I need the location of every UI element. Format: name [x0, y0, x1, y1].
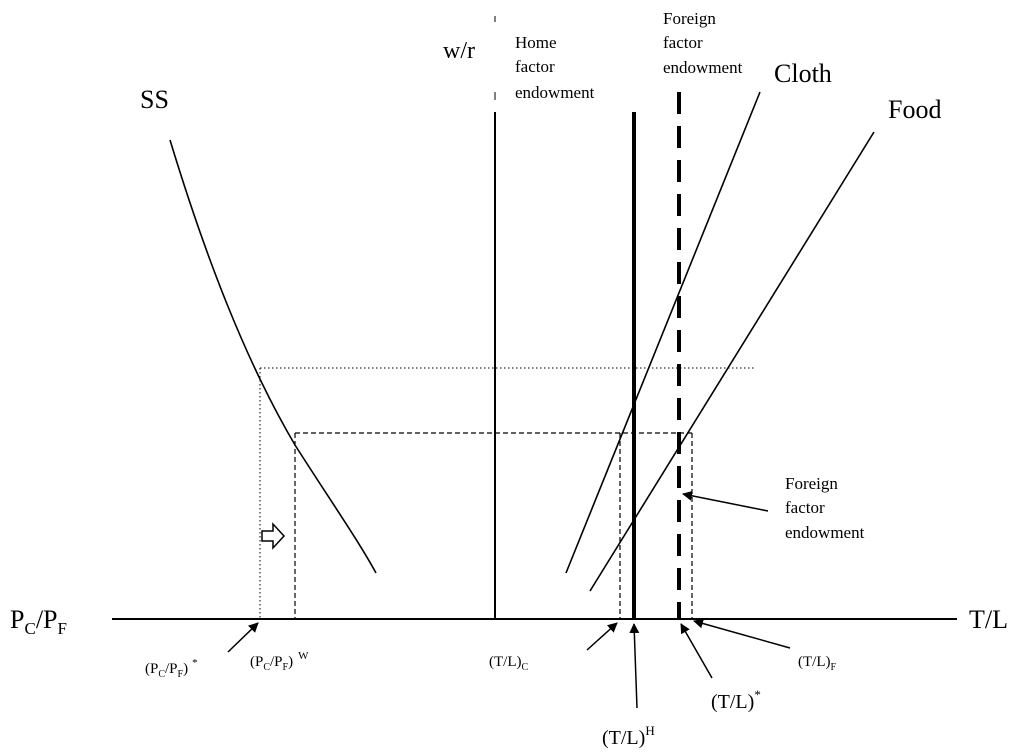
tl-f-label: (T/L)F	[798, 654, 836, 673]
food-curve-label: Food	[888, 95, 941, 124]
arrow-to-tl-h	[629, 623, 640, 709]
tl-c-label: (T/L)C	[489, 654, 528, 673]
shift-right-arrow-icon	[261, 522, 286, 550]
food-line	[589, 131, 875, 592]
arrow-to-tl-c	[586, 622, 618, 651]
home-endowment-label: Home factor endowment	[515, 33, 595, 102]
axis-label-w-r: w/r	[443, 38, 475, 64]
ss-curve	[169, 139, 377, 574]
arrow-to-foreign-endowment	[682, 490, 769, 512]
foreign-endowment-label-top: Foreign factor endowment	[663, 9, 743, 77]
arrow-to-tl-f	[693, 618, 791, 649]
axis-label-pc-pf: PC/PF	[10, 605, 67, 638]
ss-curve-label: SS	[140, 85, 169, 114]
cloth-line	[565, 91, 761, 574]
foreign-endowment-label-right: Foreign factor endowment	[785, 474, 865, 542]
pc-pf-star-label: (PC/PF) *	[145, 657, 198, 680]
tl-h-label: (T/L)H	[602, 723, 655, 749]
cloth-curve-label: Cloth	[774, 59, 832, 88]
axis-label-t-l: T/L	[969, 605, 1008, 634]
arrow-to-pc-pf-star	[227, 622, 259, 653]
pc-pf-w-label: (PC/PF) W	[250, 650, 309, 673]
tl-star-label: (T/L)*	[711, 687, 761, 713]
arrow-to-tl-star	[680, 623, 713, 679]
